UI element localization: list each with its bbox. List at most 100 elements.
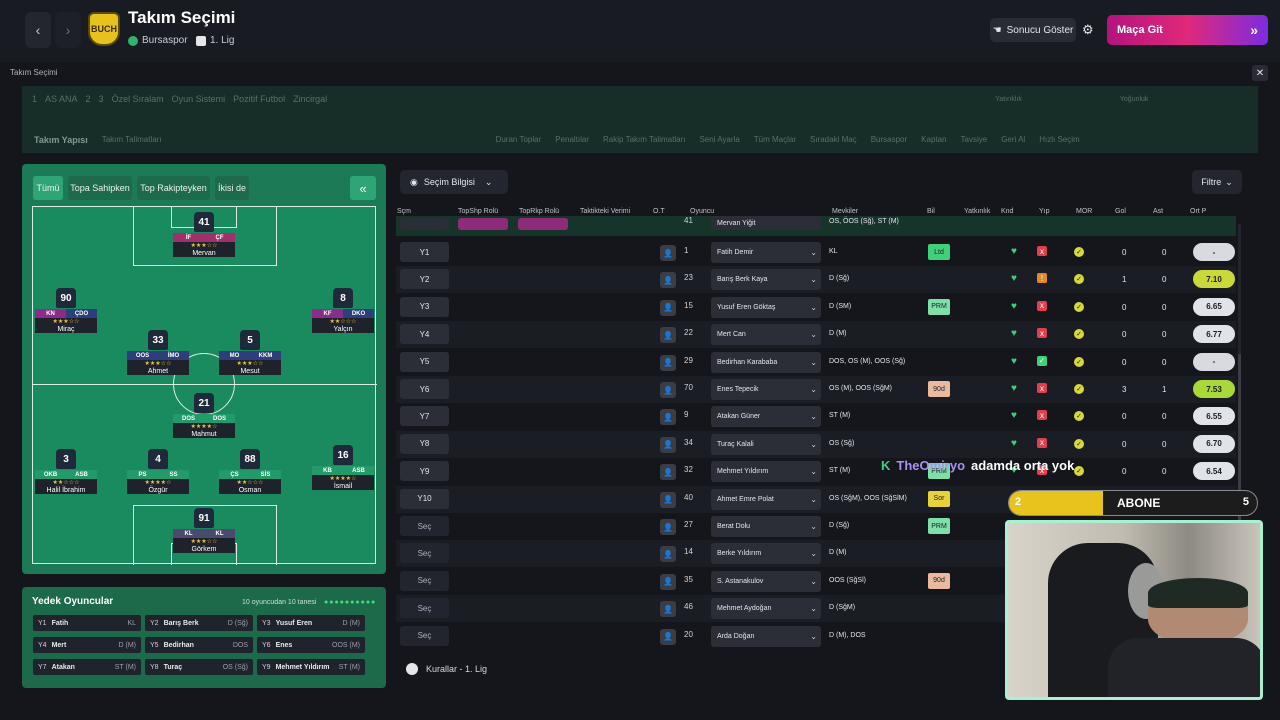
player-name-box[interactable]: Mehmet Yıldırım ⌄ (711, 461, 821, 483)
pitch-player[interactable]: 91 KL KL ★★★☆☆ Görkem (173, 508, 235, 553)
person-icon[interactable]: 👤 (660, 409, 676, 426)
column-header[interactable]: Ort P (1190, 208, 1207, 215)
toolbar-item[interactable]: Yatırıklık (995, 95, 1022, 103)
selection-info-dropdown[interactable]: ◉ Seçim Bilgisi ⌄ (400, 170, 508, 194)
table-row[interactable]: Y3 👤 15 Yusuf Eren Göktaş ⌄ D (SM) PRM ♥ x ✓ 0… (396, 294, 1236, 321)
bench-item[interactable]: Y9 Mehmet Yıldırım ST (M) (257, 659, 365, 675)
bench-item[interactable]: Y8 Turaç OS (Sğ) (145, 659, 253, 675)
person-icon[interactable]: 👤 (660, 327, 676, 344)
player-name-box[interactable]: Bedirhan Karababa ⌄ (711, 351, 821, 373)
selection-slot[interactable]: Y3 (400, 296, 449, 317)
table-row[interactable]: Y5 👤 29 Bedirhan Karababa ⌄ DOS, OS (M), … (396, 349, 1236, 376)
column-header[interactable]: Mevkiler (832, 208, 859, 215)
collapse-icon[interactable]: « (350, 176, 376, 200)
toolbar-tab[interactable]: Tüm Maçlar (753, 135, 796, 144)
toolbar-tab[interactable]: Sıradaki Maç (810, 135, 857, 144)
toolbar-tab[interactable]: Geri Al (1001, 135, 1026, 144)
toolbar-item[interactable]: Özel Sıralam (111, 94, 164, 104)
toolbar-item[interactable]: Pozitif Futbol (233, 94, 286, 104)
tab-both[interactable]: İkisi de (215, 176, 249, 200)
selection-slot[interactable]: Seç (400, 516, 449, 536)
selection-slot[interactable]: Y10 (400, 488, 449, 509)
pitch-player[interactable]: 33 OOS İMO ★★★☆☆ Ahmet (127, 330, 189, 375)
toolbar-item[interactable]: Zincirgal (293, 94, 328, 104)
column-header[interactable]: Gol (1115, 208, 1126, 215)
column-header[interactable]: TopShp Rolü (458, 208, 499, 215)
toolbar-item[interactable]: 3 (98, 94, 104, 104)
column-header[interactable]: Ast (1153, 208, 1164, 215)
person-icon[interactable]: 👤 (660, 299, 676, 316)
toolbar-tab[interactable]: Hızlı Seçim (1039, 135, 1080, 144)
player-name-box[interactable]: Ahmet Emre Polat ⌄ (711, 488, 821, 510)
player-name-box[interactable]: Turaç Kalali ⌄ (711, 433, 821, 455)
player-name-box[interactable]: Enes Tepecik ⌄ (711, 379, 821, 400)
toolbar-tab[interactable]: Tavsiye (960, 135, 988, 144)
pitch-player[interactable]: 21 DOS DOS ★★★★☆ Mahmut (173, 393, 235, 438)
table-row[interactable]: Y1 👤 1 Fatih Demir ⌄ KL Ltd ♥ x ✓ 0 0 - (396, 239, 1236, 266)
column-header[interactable]: Knd (1001, 208, 1014, 215)
league-label[interactable]: 1. Lig (196, 35, 234, 46)
forward-button[interactable]: › (55, 12, 81, 48)
person-icon[interactable]: 👤 (660, 245, 676, 261)
table-row[interactable]: Y2 👤 23 Barış Berk Kaya ⌄ D (Sğ) ♥! ✓ 1 0 7.10 (396, 266, 1236, 294)
pitch-player[interactable]: 3 OKB ASB ★★☆☆☆ Halil İbrahim (35, 449, 97, 494)
player-name-box[interactable]: Mert Can ⌄ (711, 324, 821, 346)
person-icon[interactable]: 👤 (660, 354, 676, 371)
pitch-player[interactable]: 90 KN ÇDO ★★★☆☆ Miraç (35, 288, 97, 333)
selection-slot[interactable]: Seç (400, 598, 449, 619)
person-icon[interactable]: 👤 (660, 491, 676, 508)
column-header[interactable]: Bil (927, 208, 935, 215)
table-row[interactable]: Y7 👤 9 Atakan Güner ⌄ ST (M) ♥ x ✓ 0 0 6.55 (396, 403, 1236, 430)
tab-out-of-possession[interactable]: Top Rakipteyken (137, 176, 210, 200)
person-icon[interactable]: 👤 (660, 436, 676, 453)
player-name-box[interactable]: Barış Berk Kaya ⌄ (711, 269, 821, 291)
scrollbar[interactable] (1238, 224, 1241, 644)
bench-item[interactable]: Y5 Bedirhan DOS (145, 637, 253, 653)
selection-slot[interactable]: Y6 (400, 379, 449, 399)
player-name-box[interactable]: Fatih Demir ⌄ (711, 242, 821, 263)
selection-slot[interactable]: Seç (400, 543, 449, 564)
gear-icon[interactable]: ⚙ (1082, 22, 1094, 37)
table-row-top[interactable]: 41 Mervan Yiğit OS, ÖOS (Sğ), ST (M) (396, 216, 1236, 236)
toolbar-tab[interactable]: Duran Toplar (495, 135, 542, 144)
selection-slot[interactable]: Seç (400, 625, 449, 646)
person-icon[interactable]: 👤 (660, 601, 676, 618)
selection-slot[interactable]: Y4 (400, 324, 449, 345)
selection-slot[interactable]: Y9 (400, 461, 449, 482)
toolbar-item[interactable]: Oyun Sistemi (171, 94, 226, 104)
column-header[interactable]: MOR (1076, 208, 1093, 215)
table-row[interactable]: Y9 👤 32 Mehmet Yıldırım ⌄ ST (M) PRM ♥ x ✓ 0 0 6… (396, 458, 1236, 485)
back-button[interactable]: ‹ (25, 12, 51, 48)
bench-item[interactable]: Y6 Enes OOS (M) (257, 637, 365, 653)
table-row[interactable]: Y4 👤 22 Mert Can ⌄ D (M) ♥ x ✓ 0 0 6.77 (396, 321, 1236, 349)
scrollbar-thumb[interactable] (1238, 354, 1241, 524)
bench-item[interactable]: Y2 Barış Berk D (Sğ) (145, 615, 253, 631)
tab-all[interactable]: Tümü (33, 176, 63, 200)
column-header[interactable]: Yıp (1039, 208, 1050, 215)
pitch-player[interactable]: 5 MO KKM ★★★☆☆ Mesut (219, 330, 281, 375)
filter-dropdown[interactable]: Filtre ⌄ (1192, 170, 1242, 194)
bench-item[interactable]: Y4 Mert D (M) (33, 637, 141, 653)
toolbar-tab[interactable]: Kaptan (921, 135, 947, 144)
column-header[interactable]: TopRkp Rolü (519, 208, 560, 215)
player-name-box[interactable]: Arda Doğan ⌄ (711, 625, 821, 647)
table-row[interactable]: Seç 👤 35 S. Astanakulov ⌄ OOS (SğSl) 90d (396, 568, 1236, 595)
bench-item[interactable]: Y3 Yusuf Eren D (M) (257, 615, 365, 631)
pitch-player[interactable]: 16 KB ASB ★★★★☆ İsmail (312, 445, 374, 490)
table-row[interactable]: Y6 👤 70 Enes Tepecik ⌄ OS (M), OOS (SğM) 9… (396, 376, 1236, 403)
player-name-box[interactable]: Mehmet Aydoğan ⌄ (711, 598, 821, 620)
person-icon[interactable]: 👤 (660, 628, 676, 645)
pitch-player[interactable]: 4 PS SS ★★★★☆ Özgür (127, 449, 189, 494)
column-header[interactable]: Oyuncu (690, 208, 715, 215)
toolbar-item[interactable]: 1 (32, 94, 38, 104)
player-name-box[interactable]: S. Astanakulov ⌄ (711, 570, 821, 592)
toolbar-tab[interactable]: Bursaspor (870, 135, 908, 144)
table-row[interactable]: Seç 👤 27 Berat Dolu ⌄ D (Sğ) PRM (396, 513, 1236, 540)
toolbar-tab[interactable]: Penaltılar (555, 135, 590, 144)
show-result-button[interactable]: ☚ Sonucu Göster (990, 18, 1076, 42)
column-header[interactable]: Yatkınlık (964, 208, 991, 215)
bench-item[interactable]: Y1 Fatih KL (33, 615, 141, 631)
close-icon[interactable]: ✕ (1252, 65, 1268, 81)
column-header[interactable]: O.T (653, 208, 665, 215)
club-label[interactable]: Bursaspor (128, 35, 188, 46)
